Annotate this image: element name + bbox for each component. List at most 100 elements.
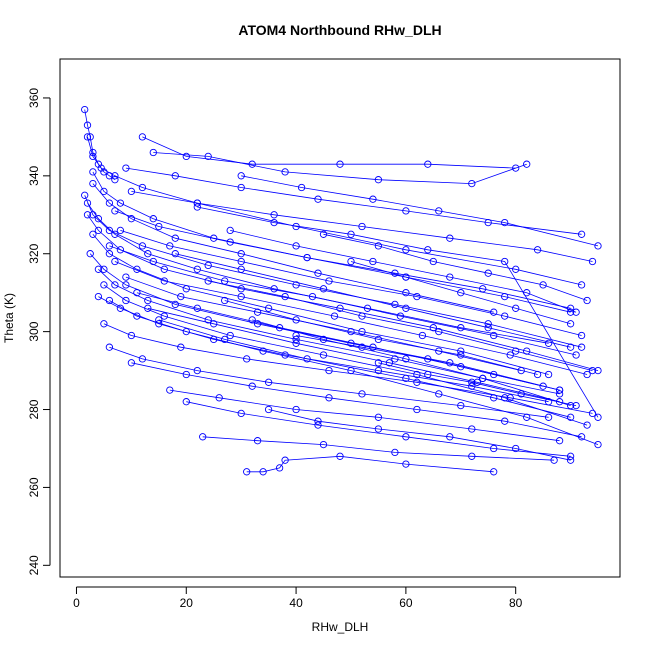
series-line xyxy=(98,269,571,406)
data-point xyxy=(501,312,509,320)
data-point xyxy=(171,172,179,180)
data-point xyxy=(253,320,262,328)
data-point xyxy=(523,289,531,297)
data-point xyxy=(490,370,498,379)
series-line xyxy=(84,195,582,348)
data-point xyxy=(105,242,114,250)
data-point xyxy=(237,250,245,258)
data-point xyxy=(566,456,575,464)
series-39 xyxy=(89,179,498,316)
data-point xyxy=(544,339,553,347)
series-line xyxy=(87,136,582,286)
data-point xyxy=(402,273,410,281)
plot-area xyxy=(59,58,621,578)
data-point xyxy=(501,218,509,227)
series-3 xyxy=(89,168,575,316)
data-point xyxy=(160,265,168,273)
data-point xyxy=(127,331,136,340)
data-point xyxy=(479,285,487,293)
data-point xyxy=(111,207,119,215)
data-point xyxy=(369,257,377,266)
data-point xyxy=(402,207,410,215)
series-line xyxy=(103,284,588,426)
data-point xyxy=(358,390,366,398)
data-point xyxy=(391,355,399,363)
data-point xyxy=(594,242,602,250)
series-18 xyxy=(111,257,591,379)
data-point xyxy=(122,164,130,172)
data-point xyxy=(292,405,300,414)
data-point xyxy=(149,148,157,157)
series-line xyxy=(109,346,549,418)
series-43 xyxy=(292,331,564,394)
y-tick-label: 340 xyxy=(27,166,41,186)
x-axis: 0 20 40 60 80 xyxy=(73,586,523,610)
x-tick-label: 80 xyxy=(509,596,523,610)
data-point xyxy=(319,285,328,293)
data-point xyxy=(402,289,410,297)
series-line xyxy=(142,136,516,169)
data-point xyxy=(572,351,580,359)
data-point xyxy=(144,304,152,312)
data-point xyxy=(111,176,119,184)
series-31 xyxy=(193,203,602,421)
data-point xyxy=(572,308,580,316)
data-point xyxy=(248,382,256,390)
data-point xyxy=(122,273,130,281)
data-point xyxy=(171,300,179,309)
data-point xyxy=(111,230,119,238)
data-point xyxy=(155,222,163,231)
data-point xyxy=(204,261,212,270)
series-30 xyxy=(237,172,602,250)
data-point xyxy=(468,179,476,188)
data-point xyxy=(490,394,498,402)
data-point xyxy=(122,296,130,305)
data-point xyxy=(237,292,245,301)
data-point xyxy=(468,425,476,433)
data-point xyxy=(253,308,262,316)
data-point xyxy=(446,359,454,367)
data-point xyxy=(347,230,355,238)
data-point xyxy=(424,370,432,379)
series-8 xyxy=(94,265,575,410)
data-point xyxy=(517,366,525,375)
data-point xyxy=(133,289,141,297)
data-point xyxy=(270,285,278,293)
series-27 xyxy=(199,433,558,464)
data-point xyxy=(457,363,465,371)
data-point xyxy=(374,242,383,250)
series-32 xyxy=(226,226,580,316)
y-tick-label: 260 xyxy=(27,477,41,497)
series-line xyxy=(378,362,577,406)
data-point xyxy=(468,452,476,460)
data-point xyxy=(457,324,465,332)
series-line xyxy=(103,323,593,414)
data-point xyxy=(374,425,383,433)
series-line xyxy=(87,214,599,371)
data-point xyxy=(594,440,602,449)
data-point xyxy=(325,394,333,402)
data-point xyxy=(402,433,410,441)
series-12 xyxy=(149,148,531,188)
data-point xyxy=(94,215,103,223)
data-point xyxy=(237,172,245,180)
data-point xyxy=(193,366,201,375)
series-14 xyxy=(127,187,597,266)
data-point xyxy=(259,468,267,476)
data-point xyxy=(275,464,284,472)
data-point xyxy=(583,421,591,429)
data-point xyxy=(319,230,328,238)
data-point xyxy=(248,316,256,324)
data-point xyxy=(116,199,125,207)
data-point xyxy=(577,281,586,289)
data-point xyxy=(215,394,223,402)
data-point xyxy=(270,211,278,219)
series-36 xyxy=(248,316,564,398)
data-point xyxy=(237,409,245,418)
data-point xyxy=(468,382,476,390)
data-point xyxy=(429,324,437,332)
data-point xyxy=(566,304,575,312)
data-point xyxy=(566,452,575,460)
data-point xyxy=(182,370,190,379)
